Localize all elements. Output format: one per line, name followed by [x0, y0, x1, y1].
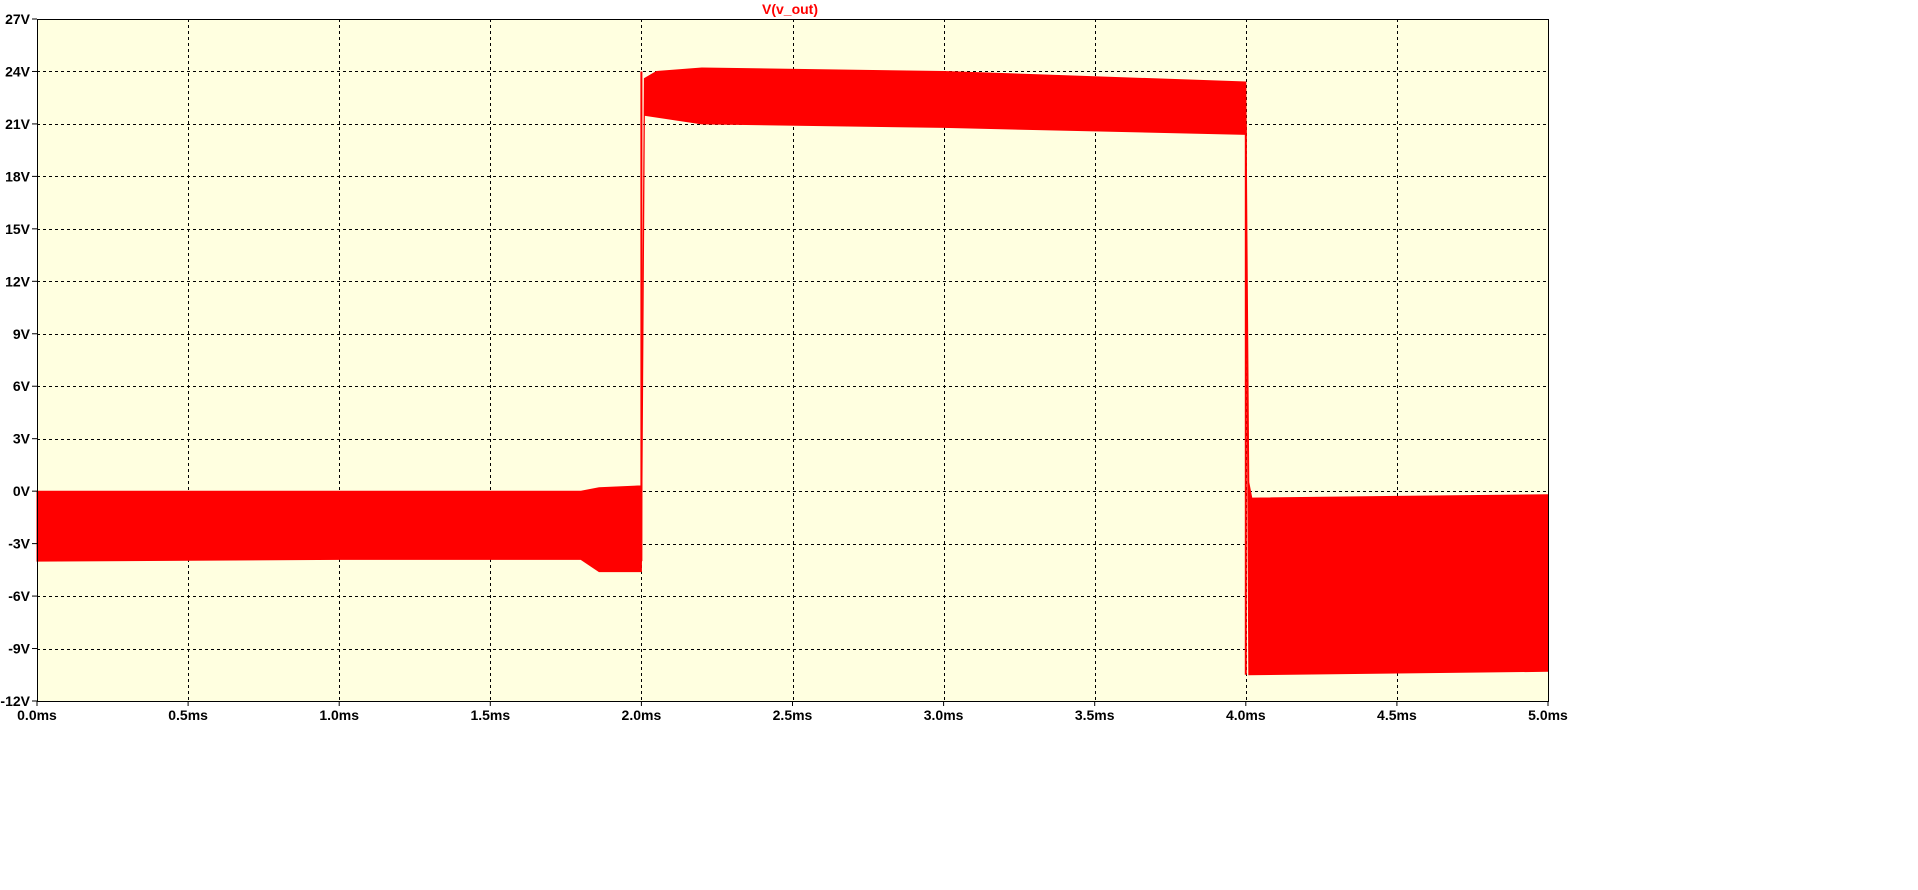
x-tick-label-10: 5.0ms: [1528, 707, 1568, 723]
x-tick-label-7: 3.5ms: [1075, 707, 1115, 723]
x-tick-label-4: 2.0ms: [622, 707, 662, 723]
y-tick-label-13: 27V: [5, 11, 31, 27]
y-tick-label-11: 21V: [5, 116, 31, 132]
x-tick-label-8: 4.0ms: [1226, 707, 1266, 723]
x-tick-label-2: 1.0ms: [319, 707, 359, 723]
y-tick-label-2: -6V: [8, 588, 30, 604]
chart-title[interactable]: V(v_out): [762, 1, 818, 17]
y-tick-label-0: -12V: [0, 693, 30, 709]
y-tick-label-5: 3V: [13, 431, 31, 447]
x-tick-label-5: 2.5ms: [773, 707, 813, 723]
x-tick-label-3: 1.5ms: [470, 707, 510, 723]
x-tick-label-0: 0.0ms: [17, 707, 57, 723]
y-tick-label-3: -3V: [8, 536, 30, 552]
y-tick-label-4: 0V: [13, 483, 31, 499]
y-tick-label-10: 18V: [5, 168, 31, 184]
y-tick-label-7: 9V: [13, 326, 31, 342]
x-tick-label-1: 0.5ms: [168, 707, 208, 723]
x-tick-label-6: 3.0ms: [924, 707, 964, 723]
y-tick-label-6: 6V: [13, 378, 31, 394]
y-tick-label-1: -9V: [8, 641, 30, 657]
y-tick-label-9: 15V: [5, 221, 31, 237]
x-axis-ticks: 0.0ms 0.5ms 1.0ms 1.5ms 2.0ms 2.5ms 3.0ms 3.5ms…: [17, 701, 1568, 723]
y-axis-ticks: -12V -9V -6V -3V 0V 3V 6V 9V 12V 15V 18V 21V 24V 27V: [0, 11, 37, 709]
y-tick-label-12: 24V: [5, 63, 31, 79]
y-tick-label-8: 12V: [5, 273, 31, 289]
x-tick-label-9: 4.5ms: [1377, 707, 1417, 723]
